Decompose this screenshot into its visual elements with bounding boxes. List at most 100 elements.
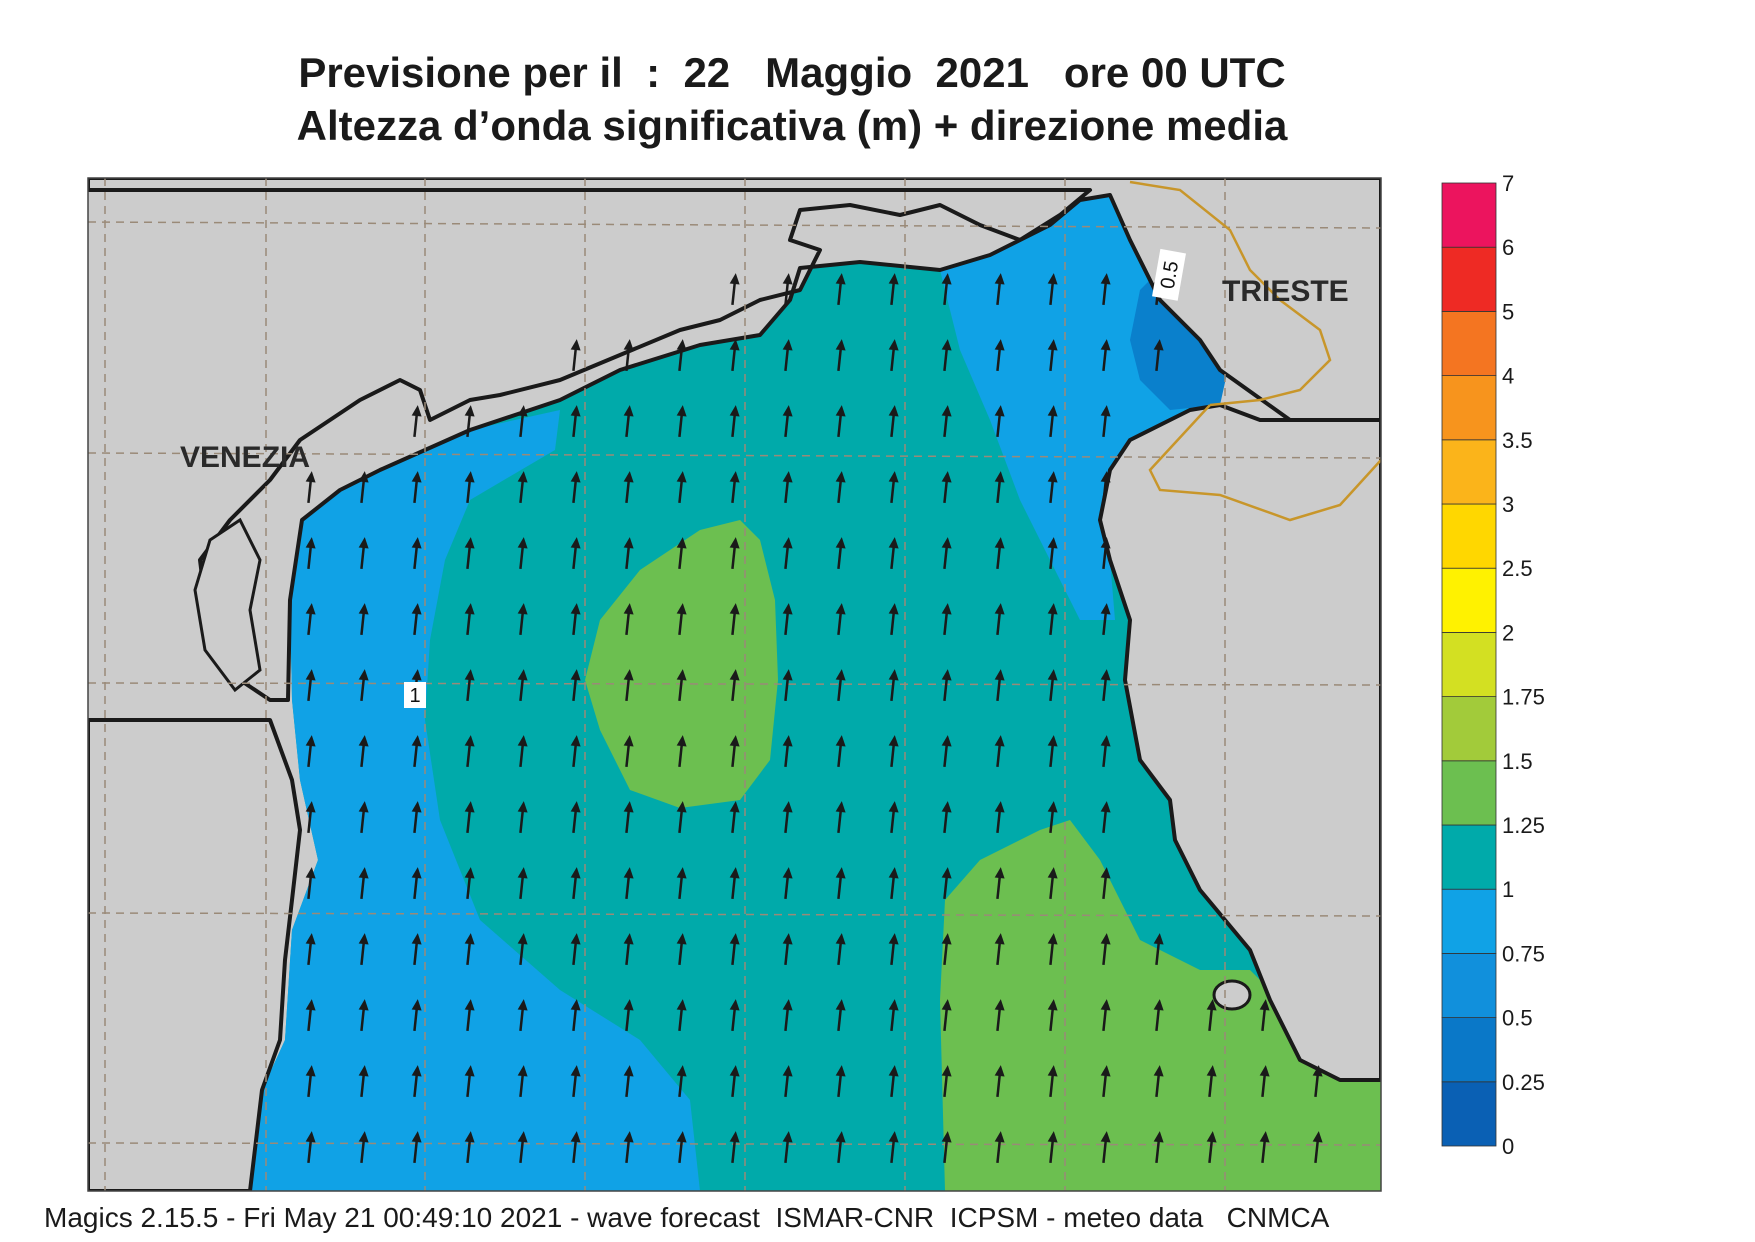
wave-arrow: [1100, 999, 1111, 1032]
wave-arrow: [676, 933, 687, 966]
wave-arrow: [517, 669, 528, 702]
wave-arrow: [888, 999, 899, 1032]
colorbar-tick-label: 2: [1502, 620, 1514, 645]
wave-arrow: [888, 735, 899, 768]
wave-arrow: [411, 867, 422, 900]
wave-arrow: [1047, 1131, 1058, 1164]
wave-arrow: [517, 471, 528, 504]
colorbar-tick-label: 3: [1502, 492, 1514, 517]
wave-arrow: [888, 603, 899, 636]
wave-arrow: [888, 933, 899, 966]
colorbar-swatch: [1441, 182, 1497, 248]
wave-arrow: [835, 603, 846, 636]
colorbar-tick-label: 0: [1502, 1134, 1514, 1159]
wave-arrow: [305, 999, 316, 1032]
wave-arrow: [994, 867, 1005, 900]
wave-arrow: [464, 471, 475, 504]
wave-arrow: [517, 801, 528, 834]
colorbar-tick-label: 4: [1502, 364, 1514, 389]
venice-lagoon: [193, 517, 262, 693]
wave-arrow: [570, 801, 581, 834]
wave-arrow: [729, 1065, 740, 1098]
wave-arrow: [1153, 1131, 1164, 1164]
wave-arrow: [305, 669, 316, 702]
wave-arrow: [676, 867, 687, 900]
wave-arrow: [835, 339, 846, 372]
wave-arrow: [782, 603, 793, 636]
wave-arrow: [570, 999, 581, 1032]
colorbar-tick-label: 1.75: [1502, 685, 1545, 710]
wave-arrow: [623, 801, 634, 834]
colorbar-swatch: [1441, 953, 1497, 1019]
wave-arrow: [464, 1065, 475, 1098]
wave-arrow: [782, 669, 793, 702]
wave-arrow: [1047, 537, 1058, 570]
colorbar-tick-label: 1.25: [1502, 813, 1545, 838]
colorbar-tick-label: 0.5: [1502, 1006, 1533, 1031]
wave-arrow: [676, 999, 687, 1032]
wave-arrow: [1047, 273, 1058, 306]
wave-arrow: [464, 999, 475, 1032]
wave-arrow: [623, 933, 634, 966]
wave-arrow: [358, 537, 369, 570]
wave-arrow: [570, 867, 581, 900]
wave-arrow: [888, 669, 899, 702]
wave-arrow: [1259, 1065, 1270, 1098]
wave-arrow: [676, 537, 687, 570]
wave-arrow: [994, 735, 1005, 768]
wave-arrow: [305, 933, 316, 966]
wave-arrow: [782, 1131, 793, 1164]
wave-arrow: [1206, 999, 1217, 1032]
wave-arrow: [1153, 1065, 1164, 1098]
wave-arrow: [464, 735, 475, 768]
wave-arrow: [941, 603, 952, 636]
wave-arrow: [411, 735, 422, 768]
contour-label-1: 1: [404, 682, 426, 708]
wave-arrow: [623, 735, 634, 768]
wave-arrow: [888, 1065, 899, 1098]
wave-arrow: [1100, 801, 1111, 834]
wave-arrow: [994, 405, 1005, 438]
wave-arrow: [1047, 867, 1058, 900]
wave-arrow: [517, 867, 528, 900]
colorbar-tick-label: 1.5: [1502, 749, 1533, 774]
wave-arrow: [782, 735, 793, 768]
wave-arrow: [305, 1065, 316, 1098]
wave-arrow: [941, 405, 952, 438]
wave-arrow: [570, 537, 581, 570]
colorbar-swatch: [1441, 1017, 1497, 1083]
wave-arrow: [464, 537, 475, 570]
wave-arrow: [676, 801, 687, 834]
wave-arrow: [623, 339, 634, 372]
wave-arrow: [782, 867, 793, 900]
colorbar-swatch: [1441, 439, 1497, 505]
wave-arrow: [941, 933, 952, 966]
colorbar-swatch: [1441, 246, 1497, 312]
wave-arrow: [782, 801, 793, 834]
wave-arrow: [464, 405, 475, 438]
wave-arrow: [729, 339, 740, 372]
wave-arrow: [517, 999, 528, 1032]
wave-arrow: [358, 999, 369, 1032]
wave-arrow: [411, 999, 422, 1032]
wave-arrow: [1047, 735, 1058, 768]
wave-arrow: [464, 603, 475, 636]
wave-arrow: [888, 273, 899, 306]
wave-arrow: [994, 999, 1005, 1032]
wave-arrow: [623, 471, 634, 504]
wave-arrow: [411, 537, 422, 570]
wave-arrow: [305, 867, 316, 900]
colorbar-tick-label: 2.5: [1502, 556, 1533, 581]
wave-arrow: [464, 669, 475, 702]
svg-text:1: 1: [409, 685, 420, 707]
wave-arrow: [676, 669, 687, 702]
wave-arrow: [941, 1131, 952, 1164]
wave-arrow: [888, 339, 899, 372]
wave-arrow: [835, 801, 846, 834]
wave-arrow: [729, 735, 740, 768]
wave-arrow: [994, 1131, 1005, 1164]
wave-arrow: [570, 1131, 581, 1164]
wave-arrow: [1047, 1065, 1058, 1098]
wave-arrow: [676, 339, 687, 372]
